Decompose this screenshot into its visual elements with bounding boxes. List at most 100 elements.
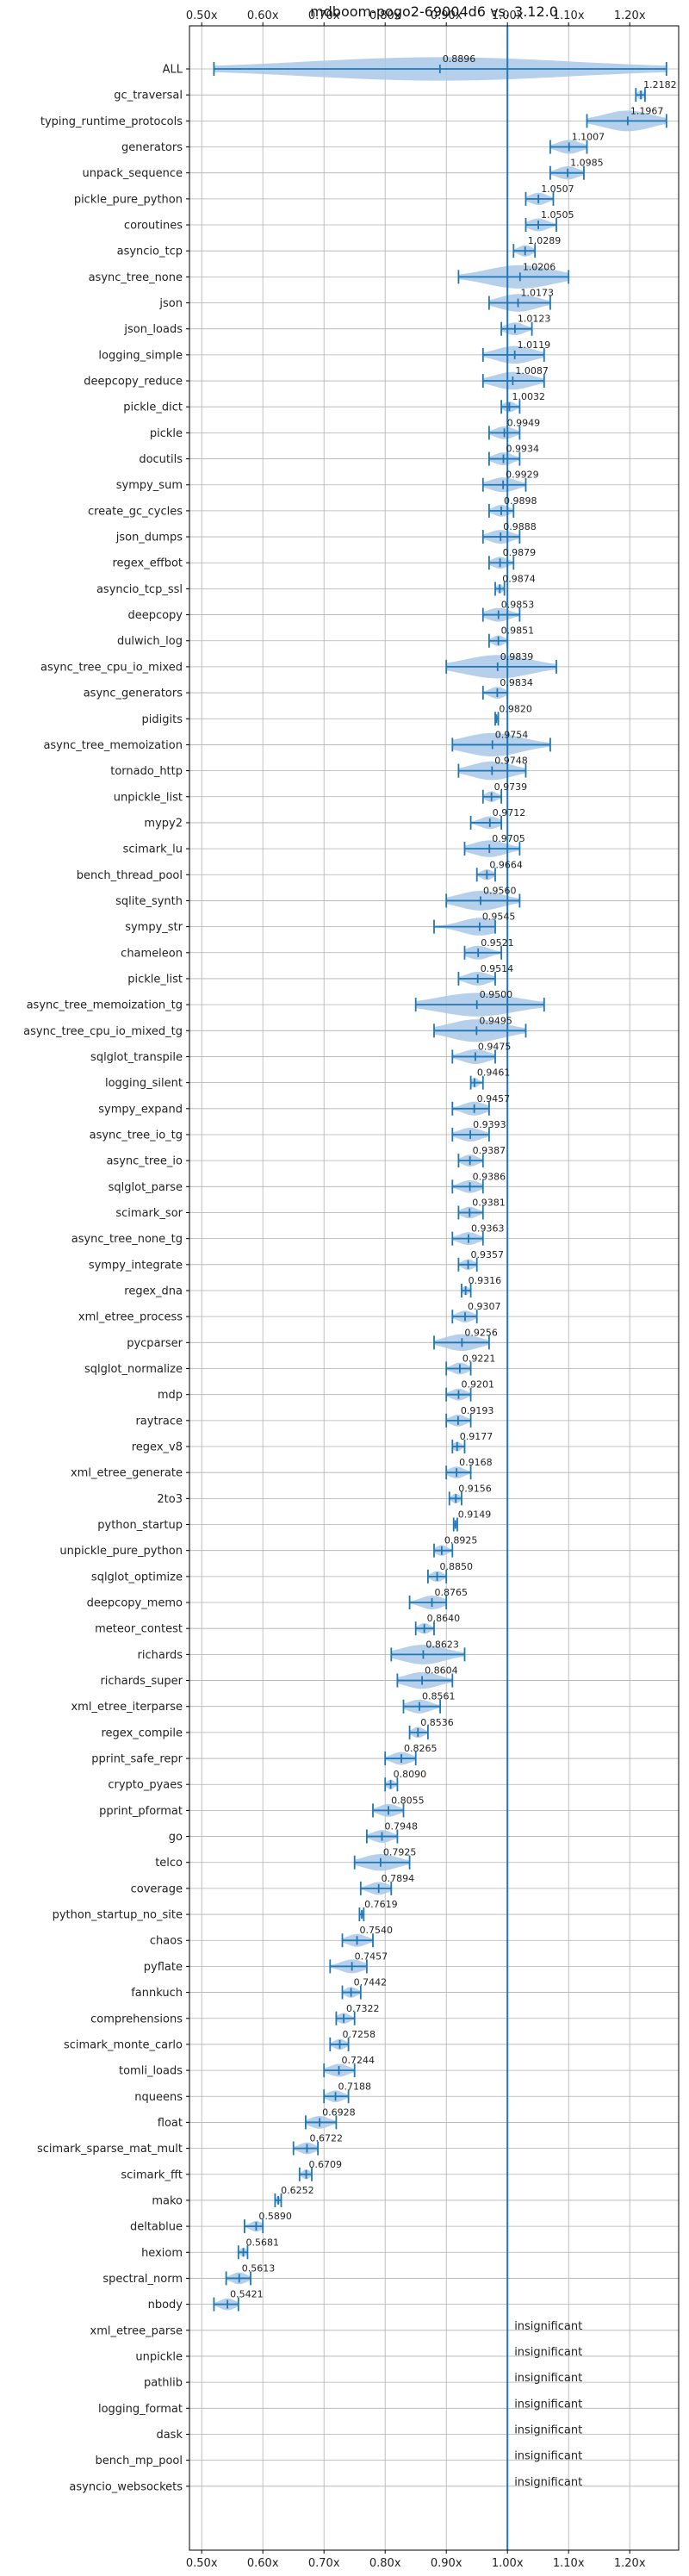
- insignificant-label: insignificant: [514, 2320, 582, 2333]
- benchmark-label: pickle_pure_python: [74, 193, 183, 206]
- insignificant-label: insignificant: [514, 2424, 582, 2436]
- benchmark-label: json_loads: [123, 323, 183, 336]
- value-label: 0.8623: [425, 1639, 458, 1650]
- benchmark-label: sympy_str: [125, 921, 183, 934]
- benchmark-label: sqlglot_normalize: [84, 1363, 183, 1376]
- benchmark-label: gc_traversal: [114, 90, 183, 103]
- value-label: 0.6252: [281, 2185, 314, 2196]
- benchmark-label: pyflate: [144, 1961, 183, 1974]
- benchmark-label: generators: [121, 141, 183, 154]
- benchmark-label: coroutines: [124, 220, 183, 233]
- value-label: 0.9500: [480, 989, 513, 1000]
- benchmark-label: xml_etree_generate: [71, 1467, 183, 1480]
- value-label: 0.5613: [242, 2262, 276, 2274]
- benchmark-label: hexiom: [141, 2247, 183, 2260]
- value-label: 0.9898: [504, 495, 537, 507]
- value-label: 0.7925: [383, 1847, 417, 1858]
- benchmark-label: sympy_integrate: [89, 1259, 183, 1272]
- value-label: 1.1007: [572, 132, 605, 143]
- benchmark-label: pathlib: [144, 2377, 183, 2390]
- benchmark-label: scimark_monte_carlo: [64, 2038, 183, 2051]
- benchmark-label: richards_super: [100, 1675, 183, 1688]
- value-label: 0.9888: [503, 521, 537, 532]
- insignificant-label: insignificant: [514, 2398, 582, 2411]
- x-tick-label-top: 0.50x: [186, 9, 218, 22]
- benchmark-label: float: [158, 2117, 183, 2130]
- benchmark-label: chaos: [150, 1935, 183, 1948]
- insignificant-label: insignificant: [514, 2372, 582, 2385]
- benchmark-label: python_startup_no_site: [53, 1909, 183, 1922]
- value-label: 0.7442: [354, 1977, 388, 1988]
- benchmark-label: nqueens: [134, 2091, 183, 2104]
- value-label: 1.0087: [515, 365, 549, 376]
- value-label: 0.9851: [501, 625, 535, 637]
- value-label: 0.9201: [461, 1379, 494, 1391]
- benchmark-label: scimark_fft: [121, 2168, 183, 2181]
- value-label: 0.9156: [458, 1483, 492, 1494]
- value-label: 0.7540: [360, 1925, 394, 1936]
- value-label: 0.9387: [473, 1145, 506, 1156]
- benchmark-label: sqlglot_optimize: [91, 1571, 183, 1584]
- grid-layer: [186, 22, 679, 2554]
- x-tick-label-top: 1.20x: [614, 9, 646, 22]
- benchmark-label: xml_etree_process: [78, 1311, 183, 1324]
- benchmark-label: ALL: [163, 64, 183, 77]
- value-label: 0.8055: [391, 1795, 425, 1806]
- benchmark-label: pickle_list: [127, 973, 183, 986]
- x-tick-label-top: 0.60x: [247, 9, 279, 22]
- x-tick-label-bottom: 0.50x: [186, 2557, 218, 2570]
- benchmark-label: pickle: [150, 427, 183, 440]
- insignificant-label: insignificant: [514, 2450, 582, 2463]
- benchmark-label: pickle_dict: [123, 401, 183, 414]
- value-label: 1.0289: [528, 235, 562, 246]
- benchmark-label: sqlglot_parse: [109, 1181, 183, 1194]
- benchmark-label: meteor_contest: [95, 1623, 183, 1636]
- benchmark-label: spectral_norm: [102, 2273, 183, 2286]
- value-label: 1.0206: [523, 261, 556, 272]
- x-tick-label-top: 0.80x: [369, 9, 401, 22]
- value-label: 0.7258: [343, 2029, 376, 2040]
- value-label: 0.9393: [473, 1119, 506, 1130]
- value-label: 0.9193: [461, 1405, 494, 1416]
- benchmark-label: asyncio_tcp_ssl: [96, 583, 183, 596]
- value-label: 0.9874: [502, 573, 536, 584]
- value-label: 0.8090: [394, 1769, 427, 1780]
- value-label: 0.7457: [355, 1951, 388, 1962]
- benchmark-label: typing_runtime_protocols: [40, 115, 183, 128]
- benchmark-label: asyncio_tcp: [117, 246, 183, 258]
- benchmark-label: create_gc_cycles: [88, 505, 183, 518]
- x-tick-label-top: 1.00x: [492, 9, 524, 22]
- value-label: 0.9495: [479, 1015, 512, 1026]
- value-label: 0.7188: [338, 2081, 372, 2092]
- benchmark-label: coverage: [131, 1882, 183, 1895]
- benchmark-label: logging_format: [98, 2403, 183, 2416]
- value-label: 0.9853: [501, 600, 535, 611]
- x-tick-label-bottom: 0.70x: [308, 2557, 340, 2570]
- value-label: 1.0173: [520, 288, 554, 299]
- value-label: 0.9381: [472, 1197, 506, 1208]
- value-label: 0.9705: [492, 833, 525, 844]
- value-label: 0.8536: [420, 1717, 453, 1728]
- value-label: 0.9475: [478, 1041, 512, 1052]
- benchmark-label: unpack_sequence: [82, 167, 183, 180]
- value-label: 0.9521: [481, 937, 514, 949]
- benchmark-label: go: [169, 1831, 183, 1844]
- benchmark-label: unpickle_pure_python: [59, 1545, 183, 1558]
- value-label: 0.9739: [494, 781, 528, 793]
- labels-layer: 0.50x 0.50x 0.60x 0.60x 0.70x 0.70x 0.80x 0.80x…: [23, 9, 676, 2570]
- value-label: 0.9177: [460, 1431, 493, 1442]
- benchmark-label: chameleon: [121, 947, 183, 960]
- value-label: 0.8765: [435, 1587, 469, 1598]
- benchmark-label: comprehensions: [90, 2013, 183, 2025]
- value-label: 0.9839: [500, 651, 534, 663]
- benchmark-label: regex_v8: [132, 1441, 183, 1454]
- value-label: 1.0032: [512, 391, 545, 402]
- benchmark-label: pidigits: [142, 713, 183, 726]
- value-label: 1.0985: [570, 158, 604, 169]
- benchmark-label: dask: [156, 2429, 183, 2442]
- benchmark-label: python_startup: [97, 1519, 183, 1532]
- value-label: 0.6709: [309, 2159, 343, 2170]
- benchmark-label: xml_etree_iterparse: [71, 1701, 183, 1714]
- value-label: 0.8265: [404, 1743, 438, 1754]
